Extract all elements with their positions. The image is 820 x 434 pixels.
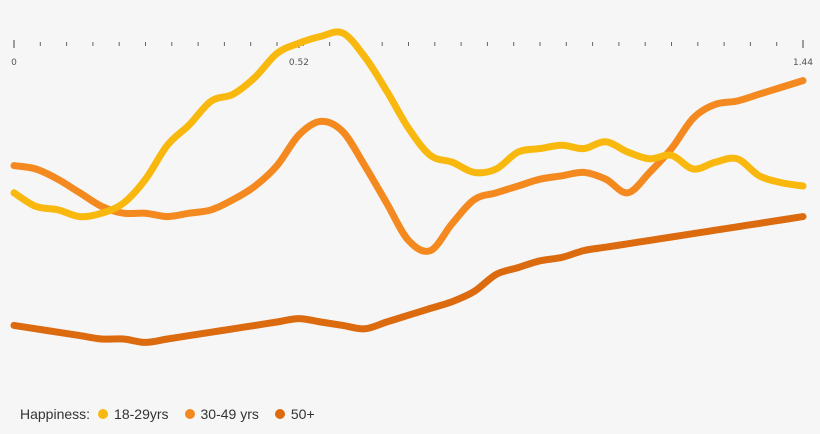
legend-label-50-plus: 50+ (290, 406, 315, 422)
legend-label-30-49: 30-49 yrs (200, 406, 259, 422)
legend-item-30-49: 30-49 yrs (184, 406, 259, 422)
legend-title: Happiness: (20, 406, 91, 422)
series-line-50- (10, 213, 807, 346)
series-line-18-29yrs (10, 28, 807, 221)
x-tick-label: 1.44 (793, 58, 813, 68)
series-lines (10, 28, 807, 346)
legend-item-18-29: 18-29yrs (98, 406, 169, 422)
legend: Happiness: 18-29yrs 30-49 yrs 50+ (20, 406, 331, 422)
legend-label-18-29: 18-29yrs (114, 406, 169, 422)
legend-dot-icon (184, 409, 195, 419)
legend-dot-icon (274, 409, 285, 419)
series-line-30-49-yrs (10, 77, 807, 255)
x-tick-label: 0.52 (289, 58, 309, 68)
legend-dot-icon (98, 409, 109, 419)
x-axis: 0 0.52 1.44 (11, 40, 813, 68)
chart-area: 0 0.52 1.44 (10, 28, 813, 346)
legend-item-50-plus: 50+ (274, 406, 315, 422)
x-tick-label: 0 (11, 58, 17, 68)
